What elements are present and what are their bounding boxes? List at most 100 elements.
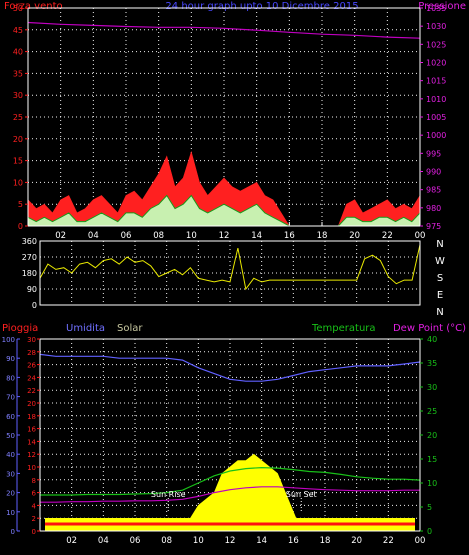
temperature-ytick-label: 35 — [427, 359, 437, 368]
rain-ytick-label: 22 — [27, 387, 36, 395]
compass-label: N — [436, 239, 443, 250]
humidity-ytick-label: 40 — [6, 451, 15, 459]
weather-panel-xtick-label: 04 — [98, 536, 109, 546]
rain-ytick-label: 8 — [32, 477, 36, 485]
wind-axis-title: Forza vento — [4, 1, 63, 12]
rain-ytick-label: 14 — [27, 438, 36, 446]
wind-ytick-label: 10 — [13, 178, 23, 187]
temperature-ytick-label: 25 — [427, 407, 437, 416]
weather-panel-xtick-label: 14 — [256, 536, 267, 546]
rain-ytick-label: 28 — [27, 349, 36, 357]
pressure-axis-title: Pressione — [418, 1, 466, 12]
pressure-ytick-label: 1005 — [426, 113, 446, 122]
humidity-ytick-label: 60 — [6, 413, 15, 421]
wind-direction-line — [39, 244, 421, 291]
wind-gust-area — [27, 150, 421, 227]
wind-ytick-label: 50 — [13, 4, 23, 13]
wind-panel-xtick-label: 00 — [415, 231, 426, 241]
weather-panel-xtick-label: 00 — [415, 536, 426, 546]
humidity-line — [39, 353, 421, 382]
humidity-ytick-label: 70 — [6, 394, 15, 402]
wind-panel-xtick-label: 06 — [121, 231, 132, 241]
pressure-ytick-label: 1000 — [426, 131, 446, 140]
wind-panel-xtick-label: 08 — [153, 231, 164, 241]
temperature-ytick-label: 5 — [427, 503, 432, 512]
temperature-ytick-label: 0 — [427, 527, 432, 536]
rain-ytick-label: 6 — [32, 490, 37, 498]
weather-panel-xtick-label: 08 — [161, 536, 172, 546]
compass-label: E — [437, 290, 443, 301]
pressure-line — [27, 21, 421, 39]
pressure-ytick-label: 1015 — [426, 77, 446, 86]
wind-panel-xtick-label: 18 — [317, 231, 328, 241]
rain-ytick-label: 30 — [27, 336, 36, 344]
rain-ytick-label: 12 — [27, 451, 36, 459]
pressure-ytick-label: 995 — [426, 149, 441, 158]
direction-ytick-label: 90 — [27, 285, 37, 294]
weather-panel-xtick-label: 20 — [351, 536, 362, 546]
direction-ytick-label: 270 — [22, 253, 37, 262]
temperature-ytick-label: 30 — [427, 383, 437, 392]
wind-ytick-label: 0 — [18, 222, 23, 231]
weather-panel-xtick-label: 10 — [193, 536, 204, 546]
sun-annotation: Sun Set — [286, 490, 317, 499]
weather-panel-xtick-label: 12 — [225, 536, 236, 546]
weather-panel-xtick-label: 16 — [288, 536, 299, 546]
wind-panel-xtick-label: 04 — [88, 231, 99, 241]
humidity-axis-title: Umidita — [66, 323, 105, 334]
temperature-axis-title: Temperatura — [311, 323, 376, 334]
wind-ytick-label: 20 — [13, 135, 23, 144]
pressure-ytick-label: 1035 — [426, 4, 446, 13]
wind-ytick-label: 5 — [18, 200, 23, 209]
pressure-ytick-label: 990 — [426, 168, 441, 177]
wind-panel-xtick-label: 22 — [382, 231, 393, 241]
pressure-ytick-label: 980 — [426, 204, 441, 213]
solar-axis-title: Solar — [117, 323, 143, 334]
rain-axis-title: Pioggia — [2, 323, 38, 334]
wind-panel-xtick-label: 20 — [349, 231, 360, 241]
compass-label: S — [437, 273, 443, 284]
temperature-line — [40, 466, 421, 496]
rain-ytick-label: 0 — [32, 528, 36, 536]
wind-panel-xtick-label: 10 — [186, 231, 197, 241]
humidity-ytick-label: 0 — [11, 528, 15, 536]
weather-panel-xtick-label: 18 — [320, 536, 331, 546]
humidity-ytick-label: 30 — [6, 470, 15, 478]
pressure-ytick-label: 1030 — [426, 22, 446, 31]
pressure-ytick-label: 985 — [426, 186, 441, 195]
dewpoint-line — [40, 486, 420, 503]
pressure-ytick-label: 1025 — [426, 40, 446, 49]
pressure-ytick-label: 1010 — [426, 95, 446, 104]
weather-panel-xtick-label: 22 — [383, 536, 394, 546]
rain-ytick-label: 10 — [27, 464, 36, 472]
dewpoint-axis-title: Dew Point (°C) — [393, 323, 466, 334]
weather-panel-xtick-label: 06 — [130, 536, 141, 546]
temperature-ytick-label: 20 — [427, 431, 437, 440]
direction-panel-frame — [39, 240, 421, 306]
wind-panel-xtick-label: 14 — [251, 231, 262, 241]
wind-ytick-label: 15 — [13, 157, 23, 166]
wind-panel-xtick-label: 02 — [55, 231, 66, 241]
wind-panel-xtick-label: 16 — [284, 231, 295, 241]
sun-annotation: Sun Rise — [151, 490, 186, 499]
direction-ytick-label: 0 — [32, 301, 37, 310]
rain-ytick-label: 18 — [27, 413, 36, 421]
direction-ytick-label: 360 — [22, 237, 37, 246]
humidity-ytick-label: 50 — [6, 432, 15, 440]
humidity-ytick-label: 100 — [2, 336, 15, 344]
weather-panel-xtick-label: 02 — [66, 536, 77, 546]
wind-ytick-label: 30 — [13, 91, 23, 100]
direction-ytick-label: 180 — [22, 269, 37, 278]
humidity-ytick-label: 80 — [6, 374, 15, 382]
humidity-ytick-label: 20 — [6, 490, 15, 498]
wind-ytick-label: 45 — [13, 26, 23, 35]
wind-average-line — [27, 194, 421, 227]
rain-ytick-label: 16 — [27, 426, 36, 434]
rain-ytick-label: 20 — [27, 400, 36, 408]
wind-ytick-label: 40 — [13, 48, 23, 57]
humidity-ytick-label: 90 — [6, 355, 15, 363]
wind-ytick-label: 35 — [13, 69, 23, 78]
rain-ytick-label: 24 — [27, 374, 36, 382]
